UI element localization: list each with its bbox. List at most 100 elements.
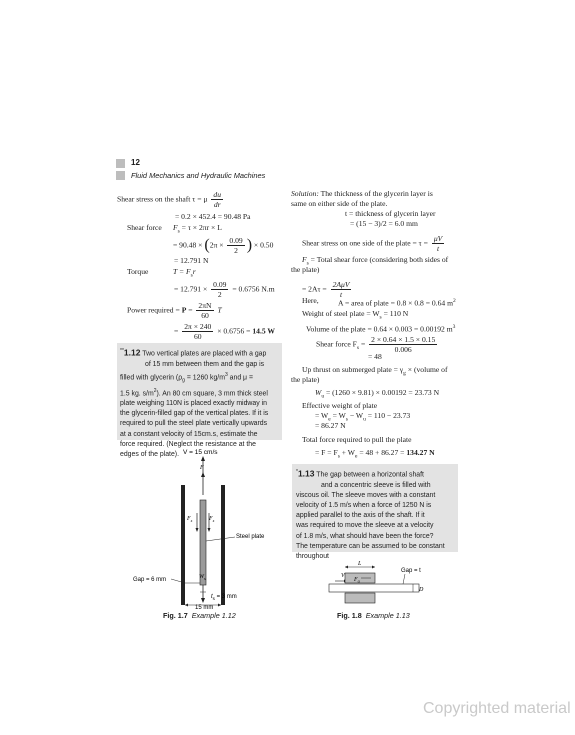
eq-text: T [215,305,222,315]
eq-text: = 110 − 23.73 [365,411,411,420]
shaft [328,583,420,593]
eq-shear-value: = 0.2 × 452.4 = 90.48 Pa [175,212,251,221]
subscript: s [177,228,180,235]
example-text: The gap between a horizontal shaft [316,471,424,479]
example-line: of 1.8 m/s, what should have been the fo… [296,532,434,540]
difficulty-marker: ** [120,348,124,354]
paren-open: ( [204,236,210,254]
eq-text: = [186,305,195,315]
weight-arrowhead [201,598,205,603]
example-line: velocity of 1.5 m/s when a force of 1250… [296,501,432,509]
denominator: dr [213,200,221,209]
eq-text: T = F [173,267,191,276]
example-line: at a constant velocity of 15cm.s, estima… [120,430,258,438]
solution-line-3: t = thickness of glycerin layer [345,209,436,218]
eq-volume: Volume of the plate = 0.64 × 0.003 = 0.0… [306,322,455,335]
eq-total-force-label: Total force required to pull the plate [302,435,412,444]
fraction: 2AμV t [330,280,352,299]
eq-text: A = area of plate = 0.8 × 0.8 = 0.64 m [338,298,453,308]
eq-text: 2π × [209,240,226,250]
eq-text: Shear stress on the shaft τ = μ [117,194,208,204]
fraction: 0.09 2 [211,280,229,299]
example-line: The temperature can be assumed to be con… [296,542,445,550]
sleeve-top [344,572,376,584]
symbol: W [199,574,205,580]
eq-shear-force-calc-right: Shear force Fs = 2 × 0.64 × 1.5 × 0.15 0.… [316,335,439,354]
gap-leader [402,573,406,585]
steel-plate-leader [205,536,236,542]
symbol: F [302,255,307,264]
example-text: 1.5 kg. s/m [120,389,154,397]
eq-text: = 12.791 × [174,284,210,294]
symbol: F [208,516,213,522]
example-number: 1.13 [297,468,315,479]
figure-1-7-caption: Fig. 1.7 Example 1.12 [163,611,236,620]
subscript: s [337,453,340,460]
example-line: of 15 mm between them and the gap is [145,360,265,368]
figure-1-8: L Gap = t V Fa D [328,561,424,604]
eq-text: Weight of steel plate = W [302,309,380,318]
eq-text: × (volume of [405,365,448,374]
superscript: 3 [452,324,456,330]
eq-text: = F = F [315,448,338,457]
example-text: filled with glycerin (ρ [120,374,183,381]
fraction: du dr [211,190,223,209]
right-wall [221,485,225,605]
copyright-watermark: Copyrighted material [423,700,571,717]
example-line: filled with glycerin (ρg = 1260 kg/m3 an… [120,370,280,386]
eq-shear-force-result-right: = 48 [368,352,382,361]
page-number: 12 [131,158,140,167]
velocity-label: V [341,573,346,579]
eq-wu: Wu = (1260 × 9.81) × 0.00192 = 23.73 N [315,388,439,402]
solution-heading: Solution: [291,189,319,198]
symbol: P [181,305,187,315]
diameter-label: D [418,587,424,593]
length-arrowhead-left [345,565,348,569]
eq-text: × 0.50 [252,240,274,250]
eq-area: A = area of plate = 0.8 × 0.8 = 0.64 m2 [338,296,456,309]
eq-area-label: Here, [302,296,319,305]
example-number: 1.12 [123,347,141,358]
eq-upthrust: Up thrust on submerged plate = γg × (vol… [302,365,448,379]
left-wall [181,485,185,605]
force-label: F [199,465,204,471]
eq-power-calc: = 2π × 240 60 × 0.6756 = 14.5 W [174,322,275,341]
velocity-arrowhead [201,456,205,461]
shear-arrowhead-right [207,528,211,532]
eq-text: r [192,267,196,276]
gap-leader [170,578,186,584]
eq-shear-one-side: Shear stress on one side of the plate = … [302,234,446,253]
fraction: 0.09 2 [227,236,245,255]
weight-label: Ws [199,574,206,581]
subscript: s [356,344,360,351]
eq-text: Up thrust on submerged plate = γ [302,365,404,374]
width-label: 15 mm [195,605,213,611]
value: = 3 mm [215,594,237,600]
eq-text: = W [315,411,329,420]
subscript: e [354,453,358,460]
answer: 14.5 W [252,326,275,336]
example-text: and μ = [227,374,253,381]
symbol: F [186,516,191,522]
example-line: and a concentric sleeve is filled with [321,481,431,489]
subscript: s [213,518,215,523]
symbol: F [353,577,358,583]
steel-plate-label: Steel plate [236,534,265,540]
numerator: 0.09 [211,280,229,290]
subscript: e [328,416,331,423]
eq-text: + W [339,448,355,457]
example-line: *1.13 The gap between a horizontal shaft [296,467,456,481]
superscript: 2 [452,298,456,304]
figure-1-7: V = 15 cm/s F Fs Fs Steel plate Ws Gap =… [133,449,265,611]
eq-text: Power required = [127,305,182,315]
width-arrowhead-right [218,603,221,607]
solution-line-2: same on either side of the plate. [291,199,388,208]
length-label: L [357,561,362,567]
subscript: s [379,314,382,321]
eq-power: Power required = P = 2πN 60 T [127,301,222,320]
eq-effective-weight: = We = Ws − Wu = 110 − 23.73 [315,411,410,425]
eq-text: = [359,339,368,349]
subscript: g [403,370,406,377]
caption-label: Fig. 1.8 [337,611,362,620]
eq-shear-force: Fs = τ × 2πr × L [173,223,222,237]
